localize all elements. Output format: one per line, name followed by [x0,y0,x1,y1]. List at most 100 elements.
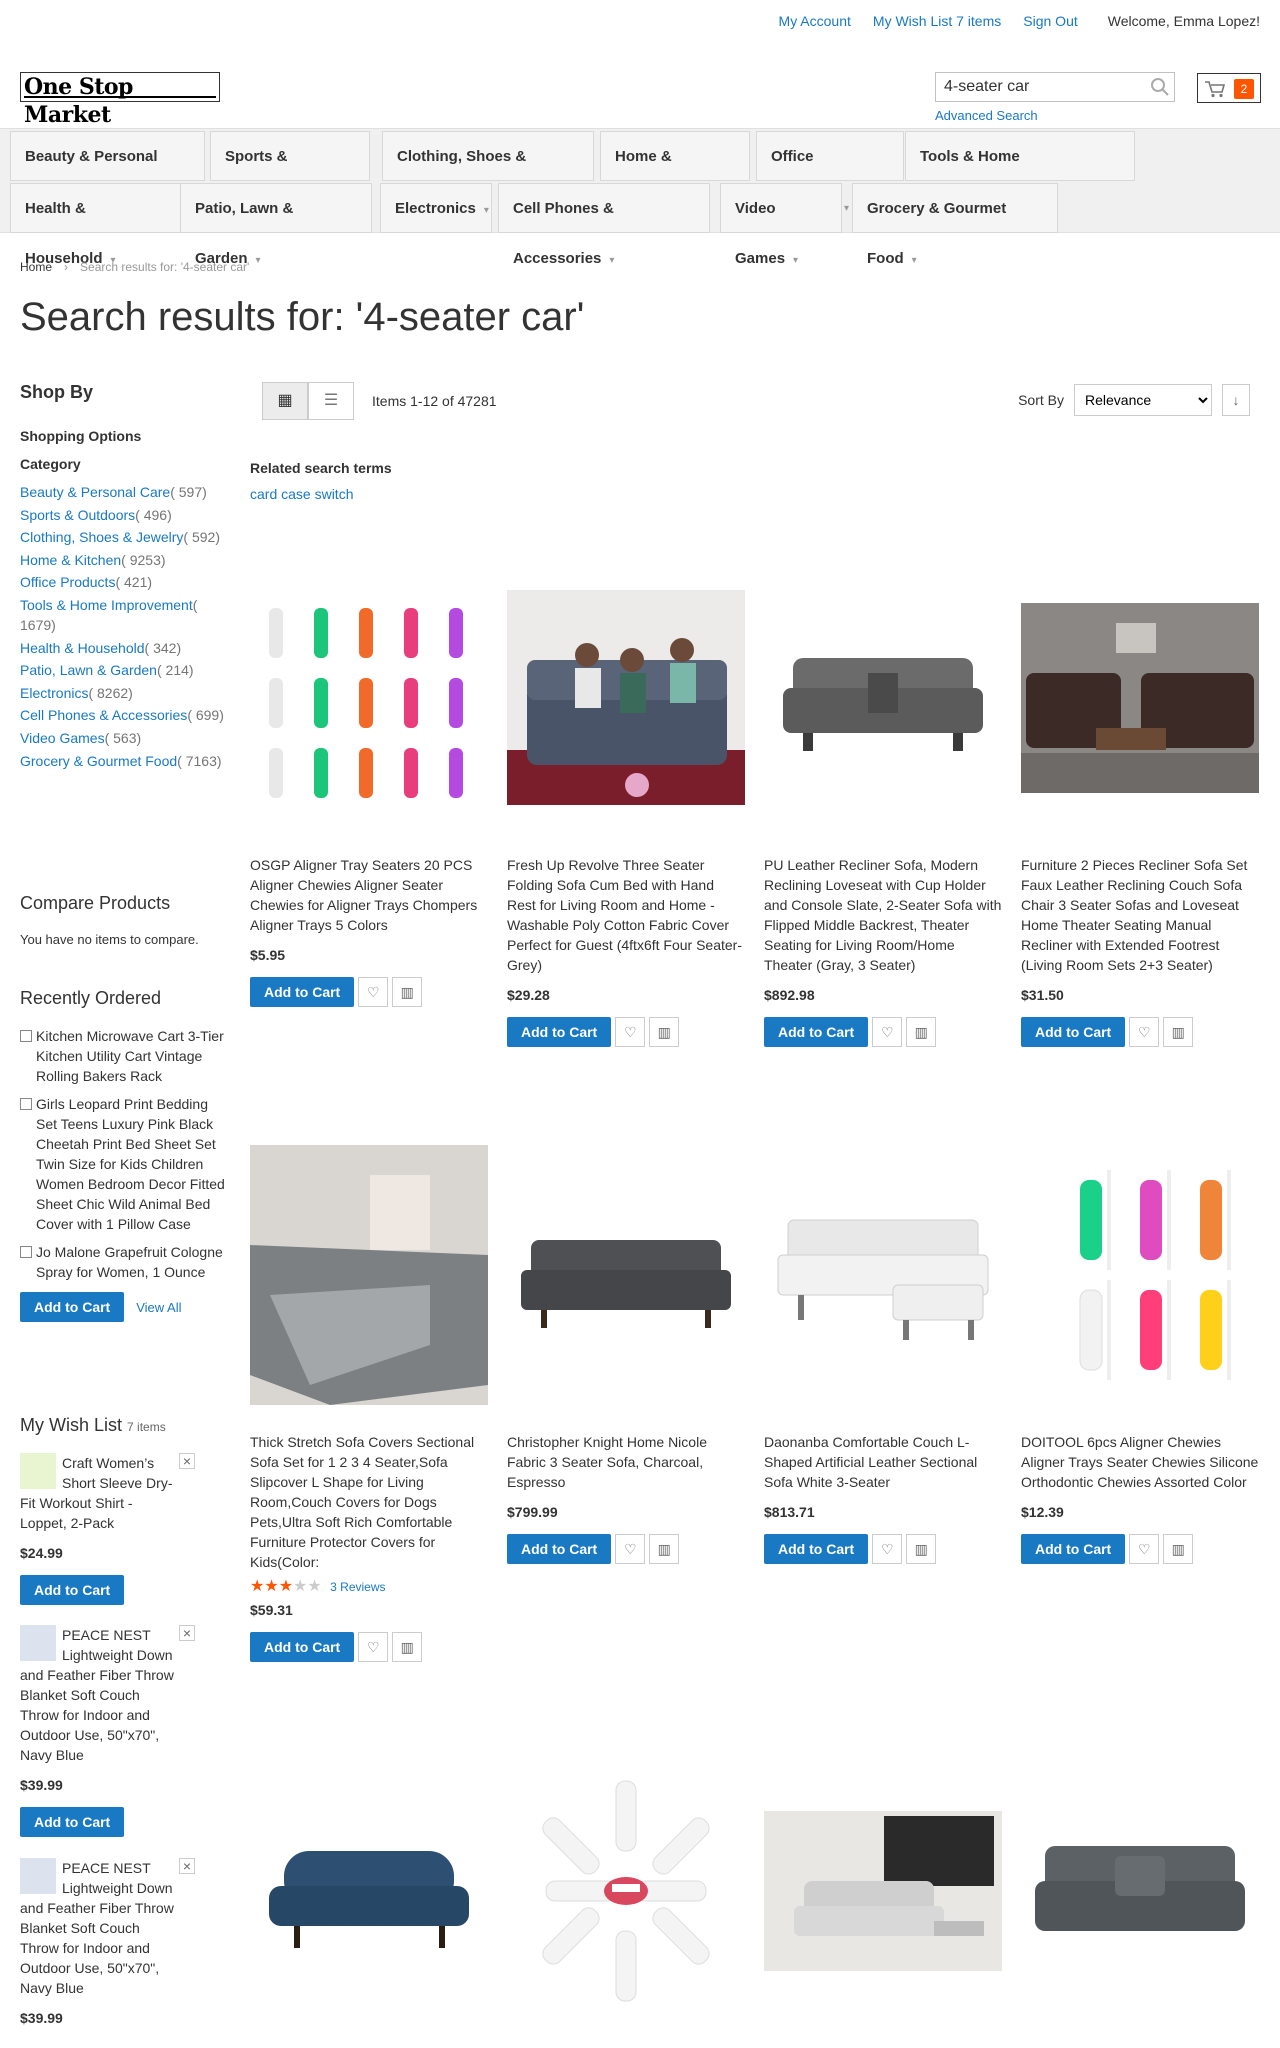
my-account-link[interactable]: My Account [778,13,851,29]
heart-icon[interactable]: ♡ [872,1534,903,1564]
search-icon[interactable] [1150,77,1170,97]
recent-item-checkbox[interactable] [20,1030,32,1042]
compare-icon[interactable]: ▥ [906,1534,937,1564]
compare-icon[interactable]: ▥ [392,977,423,1007]
breadcrumb-home-link[interactable]: Home [20,260,53,274]
product-name[interactable]: Daonanba Comfortable Couch L-Shaped Arti… [764,1434,978,1490]
heart-icon[interactable]: ♡ [615,1534,646,1564]
category-filter-label[interactable]: Clothing, Shoes & Jewelry [20,529,184,546]
related-search-term-link[interactable]: card case switch [250,486,354,502]
wish-item-image[interactable] [20,1625,56,1661]
product-image[interactable] [250,550,488,845]
add-to-cart-button[interactable]: Add to Cart [507,1017,612,1047]
product-image[interactable] [1021,1127,1259,1422]
nav-item-home-kitchen[interactable]: Home & Kitchen▾ [600,131,750,215]
nav-item-grocery[interactable]: Grocery & Gourmet Food ▾ [852,183,1058,267]
wish-add-to-cart-button[interactable]: Add to Cart [20,1807,125,1837]
category-filter-heading[interactable]: Category [20,456,81,472]
category-filter-label[interactable]: Home & Kitchen [20,551,122,568]
add-to-cart-button[interactable]: Add to Cart [1021,1534,1126,1564]
nav-item-beauty[interactable]: Beauty & Personal Care▾ [10,131,205,215]
category-filter-item[interactable]: Health & Household( 342) [20,638,225,658]
close-icon[interactable]: × [179,1453,195,1469]
add-to-cart-button[interactable]: Add to Cart [764,1534,869,1564]
category-filter-label[interactable]: Patio, Lawn & Garden [20,662,157,679]
add-to-cart-button[interactable]: Add to Cart [250,1632,355,1662]
category-filter-item[interactable]: Grocery & Gourmet Food( 7163) [20,751,225,771]
sort-direction-arrow-icon[interactable]: ↓ [1222,384,1250,416]
heart-icon[interactable]: ♡ [358,1632,389,1662]
recent-item-name[interactable]: Kitchen Microwave Cart 3-Tier Kitchen Ut… [36,1028,224,1084]
sort-by-select[interactable]: Relevance [1074,384,1212,416]
category-filter-item[interactable]: Clothing, Shoes & Jewelry( 592) [20,527,225,547]
category-filter-label[interactable]: Tools & Home Improvement [20,596,193,613]
grid-view-icon[interactable]: ▦ [262,382,308,420]
compare-icon[interactable]: ▥ [1163,1017,1194,1047]
product-image[interactable] [1021,1743,1259,2038]
product-name[interactable]: Fresh Up Revolve Three Seater Folding So… [507,857,742,973]
category-filter-label[interactable]: Grocery & Gourmet Food [20,752,178,769]
wish-item-image[interactable] [20,1858,56,1894]
product-image[interactable] [1021,550,1259,845]
compare-icon[interactable]: ▥ [906,1017,937,1047]
search-input[interactable] [936,73,1141,101]
product-name[interactable]: Furniture 2 Pieces Recliner Sofa Set Fau… [1021,857,1248,973]
category-filter-label[interactable]: Video Games [20,729,105,746]
nav-item-electronics[interactable]: Electronics ▾ [380,183,492,233]
category-filter-label[interactable]: Electronics [20,684,89,701]
category-filter-label[interactable]: Cell Phones & Accessories [20,707,188,724]
heart-icon[interactable]: ♡ [615,1017,646,1047]
product-name[interactable]: Thick Stretch Sofa Covers Sectional Sofa… [250,1434,475,1570]
category-filter-item[interactable]: Electronics( 8262) [20,683,225,703]
advanced-search-link[interactable]: Advanced Search [935,108,1038,123]
product-name[interactable]: PU Leather Recliner Sofa, Modern Reclini… [764,857,1002,973]
recent-item-checkbox[interactable] [20,1246,32,1258]
product-image[interactable] [507,550,745,845]
close-icon[interactable]: × [179,1858,195,1874]
product-image[interactable] [507,1743,745,2038]
category-filter-item[interactable]: Home & Kitchen( 9253) [20,550,225,570]
compare-icon[interactable]: ▥ [392,1632,423,1662]
heart-icon[interactable]: ♡ [872,1017,903,1047]
compare-icon[interactable]: ▥ [649,1534,680,1564]
product-image[interactable] [250,1743,488,2038]
site-logo[interactable]: One Stop Market [20,72,220,128]
category-filter-label[interactable]: Health & Household [20,639,145,656]
add-to-cart-button[interactable]: Add to Cart [250,977,355,1007]
category-filter-label[interactable]: Sports & Outdoors [20,506,136,523]
category-filter-item[interactable]: Video Games( 563) [20,728,225,748]
minicart[interactable]: 2 [1197,73,1261,103]
wish-list-link[interactable]: My Wish List 7 items [872,13,1002,29]
wish-item-name[interactable]: PEACE NEST Lightweight Down and Feather … [20,1860,174,1996]
product-image[interactable] [764,550,1002,845]
reviews-link[interactable]: 3 Reviews [330,1580,386,1594]
category-filter-label[interactable]: Office Products [20,574,116,591]
category-filter-item[interactable]: Beauty & Personal Care( 597) [20,482,225,502]
category-filter-item[interactable]: Office Products( 421) [20,572,225,592]
heart-icon[interactable]: ♡ [358,977,389,1007]
recent-item-checkbox[interactable] [20,1098,32,1110]
nav-item-cell-phones[interactable]: Cell Phones & Accessories ▾ [498,183,710,267]
product-image[interactable] [250,1127,488,1422]
heart-icon[interactable]: ♡ [1129,1017,1160,1047]
wish-item-image[interactable] [20,1453,56,1489]
recent-item-name[interactable]: Girls Leopard Print Bedding Set Teens Lu… [36,1096,225,1232]
close-icon[interactable]: × [179,1625,195,1641]
heart-icon[interactable]: ♡ [1129,1534,1160,1564]
compare-icon[interactable]: ▥ [1163,1534,1194,1564]
wish-add-to-cart-button[interactable]: Add to Cart [20,1575,125,1605]
list-view-icon[interactable]: ☰ [308,382,354,420]
category-filter-label[interactable]: Beauty & Personal Care [20,484,171,500]
wish-item-name[interactable]: Craft Women’s Short Sleeve Dry-Fit Worko… [20,1455,173,1531]
category-filter-item[interactable]: Patio, Lawn & Garden( 214) [20,660,225,680]
product-name[interactable]: Christopher Knight Home Nicole Fabric 3 … [507,1434,707,1490]
product-name[interactable]: DOITOOL 6pcs Aligner Chewies Aligner Tra… [1021,1434,1259,1490]
product-image[interactable] [764,1127,1002,1422]
nav-item-sports[interactable]: Sports & Outdoors▾ [210,131,370,215]
add-to-cart-button[interactable]: Add to Cart [1021,1017,1126,1047]
nav-item-video-games[interactable]: Video Games ▾ [720,183,842,267]
view-all-link[interactable]: View All [136,1300,182,1315]
product-name[interactable]: OSGP Aligner Tray Seaters 20 PCS Aligner… [250,857,478,933]
nav-item-health[interactable]: Health & Household ▾ [10,183,195,267]
product-image[interactable] [507,1127,745,1422]
